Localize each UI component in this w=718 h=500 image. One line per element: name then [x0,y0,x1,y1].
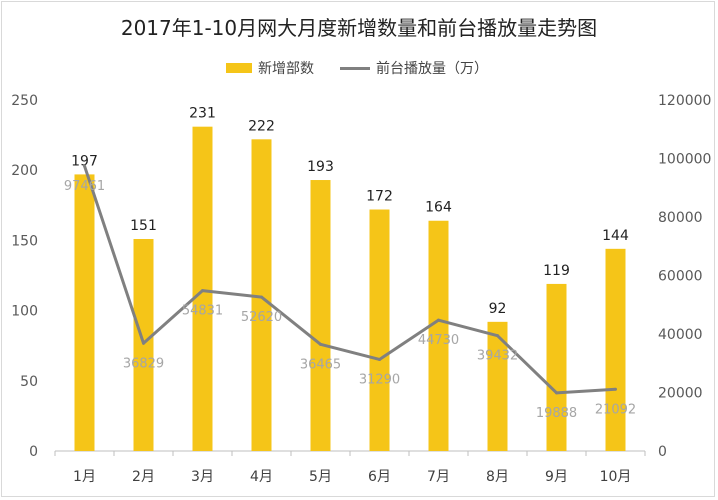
line-point [260,295,263,299]
legend-bar-swatch [226,63,252,73]
legend-line-label: 前台播放量（万） [376,61,488,77]
y-left-tick-label: 250 [11,93,38,109]
line-value-label: 44730 [418,333,459,348]
line-point [319,342,322,346]
bar [310,180,331,451]
line-value-label: 31290 [359,372,400,387]
y-left-tick-label: 100 [11,304,38,320]
y-right-tick-label: 100000 [658,152,711,168]
legend-bar-label: 新增部数 [258,61,314,77]
bar [487,321,508,451]
line-value-label: 97461 [64,179,105,194]
line-value-label: 36829 [123,356,164,371]
x-tick-label: 1月 [73,469,96,485]
bar-value-label: 231 [189,106,216,122]
y-left-tick-label: 200 [11,163,38,179]
x-tick-label: 3月 [191,469,214,485]
bar-value-label: 92 [489,301,507,317]
legend-item-bars: 新增部数 [226,58,314,78]
line-point [555,391,558,395]
bar [133,238,154,451]
line-value-label: 52620 [241,310,282,325]
bar [605,248,626,451]
bar-value-label: 119 [543,263,570,279]
x-tick-label: 7月 [427,469,450,485]
y-right-tick-label: 120000 [658,93,711,109]
line-point [201,289,204,293]
bar [428,220,449,451]
legend-line-swatch [340,66,370,70]
bar [74,174,95,452]
x-tick-label: 8月 [486,469,509,485]
x-tick-label: 9月 [545,469,568,485]
y-right-tick-label: 40000 [658,327,703,343]
bar [546,283,567,451]
y-right-tick-label: 0 [658,444,667,460]
legend-item-line: 前台播放量（万） [340,58,488,78]
line-point [378,357,381,361]
y-left-tick-label: 50 [20,374,38,390]
line-point [496,334,499,338]
y-right-tick-label: 60000 [658,269,703,285]
y-left-tick-label: 150 [11,233,38,249]
bar-value-label: 193 [307,159,334,175]
x-tick-label: 6月 [368,469,391,485]
bar-value-label: 151 [130,218,157,234]
bar [251,139,272,451]
x-tick-label: 10月 [600,469,632,485]
line-point [614,387,617,391]
line-point [142,341,145,345]
bar-value-label: 172 [366,189,393,205]
bar-value-label: 197 [71,153,98,169]
series-line [83,165,616,395]
x-tick-label: 4月 [250,469,273,485]
bar [369,209,390,451]
y-right-tick-label: 20000 [658,386,703,402]
line-value-label: 39432 [477,349,518,364]
bar-value-label: 164 [425,200,452,216]
bar-value-label: 222 [248,118,275,134]
x-tick-label: 2月 [132,469,155,485]
chart-title: 2017年1-10月网大月度新增数量和前台播放量走势图 [120,16,598,40]
line-point [437,318,440,322]
line-point [83,164,86,168]
legend: 新增部数 前台播放量（万） [0,58,718,80]
line-value-label: 36465 [300,357,341,372]
line-value-label: 54831 [182,304,223,319]
y-left-tick-label: 0 [29,444,38,460]
x-tick-label: 5月 [309,469,332,485]
line-value-label: 19888 [536,406,577,421]
line-value-label: 21092 [595,402,636,417]
bar [192,126,213,452]
y-right-tick-label: 80000 [658,210,703,226]
bar-value-label: 144 [602,228,629,244]
